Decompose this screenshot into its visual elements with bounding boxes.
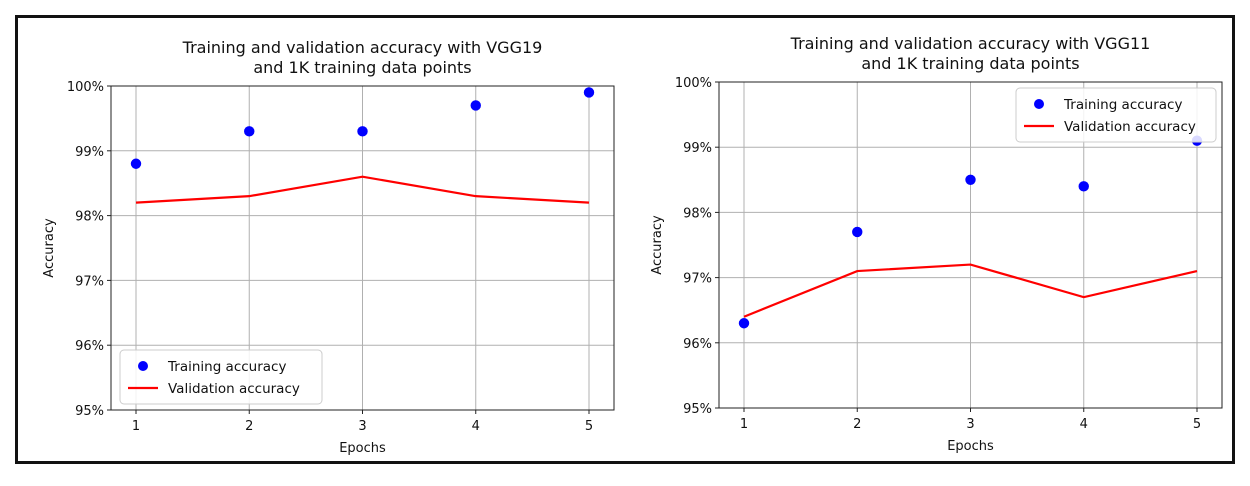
legend: Training accuracy Validation accuracy: [119, 349, 323, 405]
y-tick-label: 99%: [683, 141, 712, 156]
y-axis-label: Accuracy: [42, 218, 57, 278]
legend: Training accuracy Validation accuracy: [1015, 87, 1217, 143]
y-tick-label: 95%: [75, 404, 104, 419]
y-tick-label: 97%: [683, 272, 712, 287]
y-tick-label: 100%: [675, 76, 712, 91]
chart-title-line: and 1K training data points: [861, 54, 1079, 73]
x-tick-label: 5: [1193, 417, 1201, 432]
chart-title-line: Training and validation accuracy with VG…: [182, 38, 543, 57]
legend-dot-swatch: [138, 361, 148, 371]
x-tick-label: 1: [132, 419, 140, 434]
training-accuracy-point: [1078, 181, 1089, 192]
y-tick-label: 100%: [67, 80, 104, 95]
x-tick-label: 5: [585, 419, 593, 434]
training-accuracy-point: [470, 100, 481, 111]
x-tick-label: 2: [245, 419, 253, 434]
training-accuracy-point: [965, 174, 976, 185]
training-accuracy-point: [852, 226, 863, 238]
legend-label: Validation accuracy: [168, 381, 300, 397]
training-accuracy-point: [357, 126, 368, 137]
legend-dot-swatch: [1034, 99, 1044, 109]
y-tick-label: 98%: [75, 210, 104, 225]
x-axis-label: Epochs: [339, 441, 386, 456]
training-accuracy-point: [738, 318, 750, 329]
legend-label: Training accuracy: [167, 359, 286, 375]
legend-label: Validation accuracy: [1064, 119, 1196, 135]
x-tick-label: 1: [740, 417, 748, 432]
training-accuracy-point: [130, 158, 142, 169]
y-tick-label: 96%: [75, 339, 104, 354]
y-tick-label: 95%: [683, 402, 712, 417]
x-tick-label: 3: [966, 417, 974, 432]
x-tick-label: 3: [358, 419, 366, 434]
x-axis-label: Epochs: [947, 439, 994, 454]
y-tick-label: 99%: [75, 145, 104, 160]
x-tick-label: 4: [472, 419, 480, 434]
legend-box: [119, 349, 323, 405]
x-tick-label: 4: [1080, 417, 1088, 432]
y-tick-label: 98%: [683, 206, 712, 221]
y-tick-label: 96%: [683, 337, 712, 352]
validation-accuracy-line: [743, 263, 1198, 318]
y-tick-label: 97%: [75, 274, 104, 289]
chart-2: 95% 96% 97% 98% 99% 100% 1 2 3 4 5 Epochs Accuracy Tr…: [650, 34, 1223, 454]
x-tick-label: 2: [853, 417, 861, 432]
validation-accuracy-line: [135, 175, 590, 204]
training-accuracy-point: [244, 126, 255, 137]
legend-label: Training accuracy: [1063, 97, 1182, 113]
chart-title-line: Training and validation accuracy with VG…: [790, 34, 1151, 53]
y-axis-label: Accuracy: [650, 215, 665, 275]
chart-1: 95% 96% 97% 98% 99% 100% 1 2 3 4 5 Epochs Accuracy Tr…: [42, 38, 615, 456]
training-accuracy-point: [583, 87, 595, 98]
chart-title-line: and 1K training data points: [253, 58, 471, 77]
legend-box: [1015, 87, 1217, 143]
